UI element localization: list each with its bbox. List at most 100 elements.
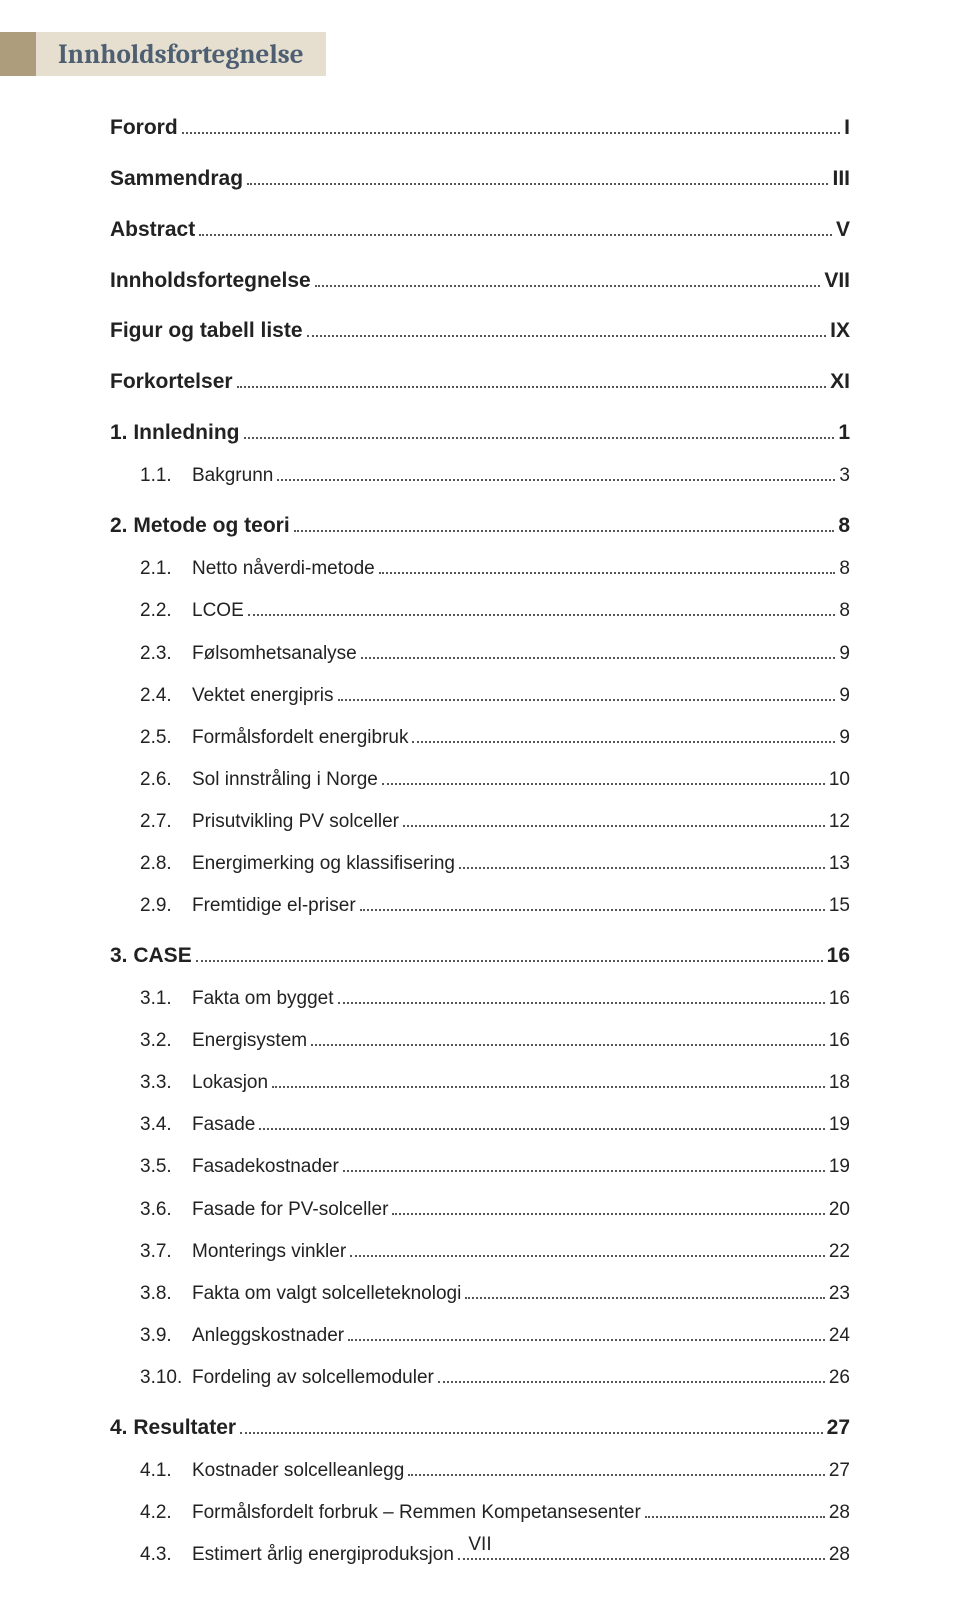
toc-entry-title: Fremtidige el-priser (192, 895, 356, 916)
toc-entry-number: 2.9. (140, 895, 192, 917)
toc-leader (247, 166, 828, 185)
toc-entry-title: Sammendrag (110, 167, 243, 190)
toc-row: ForkortelserXI (110, 369, 850, 394)
toc-leader (361, 641, 836, 658)
toc-row: 2.6.Sol innstråling i Norge10 (110, 768, 850, 791)
toc-entry-label: Forkortelser (110, 370, 233, 394)
toc-row: 3.2.Energisystem16 (110, 1029, 850, 1052)
toc-entry-label: 2.3.Følsomhetsanalyse (140, 643, 357, 665)
toc-entry-page: 1 (838, 421, 850, 445)
toc-entry-title: Bakgrunn (192, 465, 273, 486)
toc-entry-page: V (836, 218, 850, 242)
toc-entry-title: Fasade for PV-solceller (192, 1199, 388, 1220)
toc-entry-page: 18 (829, 1072, 850, 1094)
toc-entry-number: 2.7. (140, 811, 192, 833)
toc-leader (315, 268, 821, 287)
toc-entry-page: 24 (829, 1325, 850, 1347)
toc-entry-number: 4.1. (140, 1460, 192, 1482)
toc-leader (379, 557, 836, 574)
toc-entry-title: Fordeling av solcellemoduler (192, 1367, 434, 1388)
toc-entry-label: 3.10.Fordeling av solcellemoduler (140, 1367, 434, 1389)
toc-entry-label: 3.9.Anleggskostnader (140, 1325, 344, 1347)
toc-entry-number: 2.3. (140, 643, 192, 665)
toc-row: 1. Innledning 1 (110, 420, 850, 445)
toc-leader (412, 726, 835, 743)
toc-entry-title: Formålsfordelt forbruk – Remmen Kompetan… (192, 1502, 641, 1523)
toc-entry-title: Prisutvikling PV solceller (192, 811, 399, 832)
toc-leader (360, 894, 825, 911)
toc-entry-title: LCOE (192, 600, 244, 621)
toc-row: 2.7.Prisutvikling PV solceller12 (110, 810, 850, 833)
toc-entry-number: 1.1. (140, 465, 192, 487)
header-band: Innholdsfortegnelse (0, 32, 326, 76)
toc-entry-page: 8 (838, 514, 850, 538)
toc-row: 3.10.Fordeling av solcellemoduler 26 (110, 1366, 850, 1389)
header-accent (0, 32, 36, 76)
toc-row: 3. CASE16 (110, 943, 850, 968)
toc-leader (199, 217, 832, 236)
toc-entry-number: 2.2. (140, 600, 192, 622)
toc-row: 4. Resultater27 (110, 1415, 850, 1440)
toc-entry-label: Figur og tabell liste (110, 319, 303, 343)
toc-entry-number: 2.4. (140, 685, 192, 707)
toc-leader (645, 1501, 825, 1518)
toc-entry-label: 3.6.Fasade for PV-solceller (140, 1199, 388, 1221)
toc-entry-label: 1. Innledning (110, 421, 240, 445)
toc-entry-label: 2.5.Formålsfordelt energibruk (140, 727, 408, 749)
toc-entry-label: 3.4.Fasade (140, 1114, 255, 1136)
toc-row: 3.6.Fasade for PV-solceller 20 (110, 1197, 850, 1220)
toc-row: Innholdsfortegnelse VII (110, 268, 850, 293)
toc-entry-label: 2.7.Prisutvikling PV solceller (140, 811, 399, 833)
toc-row: Forord I (110, 115, 850, 140)
toc-entry-title: Innledning (128, 421, 240, 444)
toc-row: 2.2.LCOE 8 (110, 599, 850, 622)
toc-row: 4.1.Kostnader solcelleanlegg27 (110, 1459, 850, 1482)
toc-entry-page: 19 (829, 1156, 850, 1178)
toc-leader (438, 1366, 825, 1383)
toc-entry-title: Fakta om bygget (192, 988, 334, 1009)
header-main: Innholdsfortegnelse (36, 32, 326, 76)
toc-entry-label: 3.8.Fakta om valgt solcelleteknologi (140, 1283, 461, 1305)
toc-entry-title: Resultater (128, 1416, 237, 1439)
toc-leader (348, 1324, 825, 1341)
toc-entry-page: 8 (839, 600, 850, 622)
toc-entry-page: 9 (839, 643, 850, 665)
toc-entry-page: 15 (829, 895, 850, 917)
toc-entry-title: Følsomhetsanalyse (192, 643, 357, 664)
toc-leader (343, 1155, 825, 1172)
toc-row: 3.5.Fasadekostnader19 (110, 1155, 850, 1178)
toc-entry-page: I (844, 116, 850, 140)
toc-entry-label: Innholdsfortegnelse (110, 269, 311, 293)
toc-row: 2. Metode og teori8 (110, 513, 850, 538)
toc-entry-number: 3. (110, 944, 128, 968)
toc-row: 3.8.Fakta om valgt solcelleteknologi23 (110, 1282, 850, 1305)
toc-entry-number: 1. (110, 421, 128, 445)
toc-entry-label: 1.1.Bakgrunn (140, 465, 273, 487)
toc-entry-title: Energisystem (192, 1030, 307, 1051)
toc-entry-label: 2.8.Energimerking og klassifisering (140, 853, 455, 875)
toc-row: AbstractV (110, 217, 850, 242)
toc-leader (338, 987, 825, 1004)
toc-row: SammendragIII (110, 166, 850, 191)
toc-entry-page: 28 (829, 1502, 850, 1524)
toc-entry-number: 3.3. (140, 1072, 192, 1094)
toc-entry-number: 3.6. (140, 1199, 192, 1221)
toc-entry-title: CASE (128, 944, 192, 967)
toc-entry-page: 22 (829, 1241, 850, 1263)
toc-entry-title: Forord (110, 116, 178, 139)
toc-row: 2.1.Netto nåverdi-metode8 (110, 557, 850, 580)
toc-entry-number: 4.2. (140, 1502, 192, 1524)
toc-entry-number: 2.1. (140, 558, 192, 580)
toc-leader (311, 1029, 825, 1046)
toc-entry-page: VII (824, 269, 850, 293)
toc-entry-page: 26 (829, 1367, 850, 1389)
toc-entry-label: 3.1.Fakta om bygget (140, 988, 334, 1010)
toc-entry-page: 13 (829, 853, 850, 875)
toc-entry-page: 20 (829, 1199, 850, 1221)
toc-entry-number: 3.2. (140, 1030, 192, 1052)
toc-entry-title: Innholdsfortegnelse (110, 269, 311, 292)
toc-leader (248, 599, 836, 616)
toc-row: 2.8.Energimerking og klassifisering 13 (110, 852, 850, 875)
toc-entry-label: 3.3.Lokasjon (140, 1072, 268, 1094)
toc-entry-number: 3.1. (140, 988, 192, 1010)
